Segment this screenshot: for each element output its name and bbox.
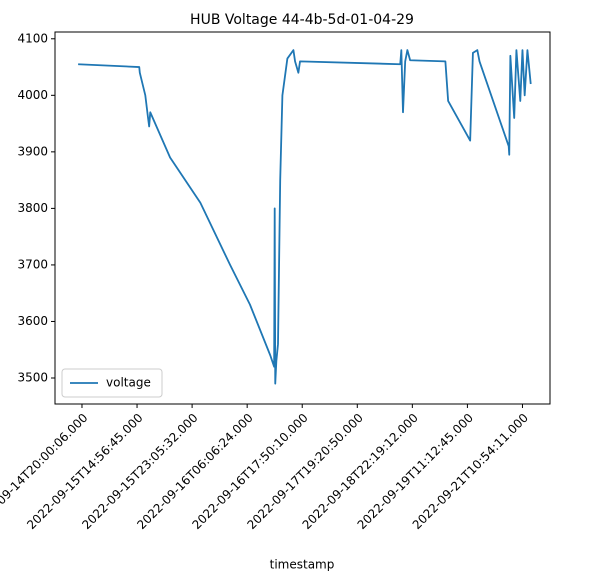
legend-label: voltage — [106, 376, 151, 390]
x-tick-label: 2022-09-15T14:56:45.000 — [24, 411, 145, 532]
x-tick-label: 2022-09-18T22:19:12.000 — [300, 411, 421, 532]
x-tick-label: 2022-09-19T11:12:45.000 — [355, 411, 476, 532]
y-tick-label: 3600 — [17, 314, 48, 328]
x-tick-label: 2022-09-16T17:50:10.000 — [189, 411, 310, 532]
y-tick-label: 4000 — [17, 88, 48, 102]
x-axis-label: timestamp — [270, 558, 335, 572]
x-tick-label: 2022-09-21T10:54:11.000 — [410, 411, 531, 532]
legend-box — [61, 368, 163, 398]
line-series — [78, 49, 532, 385]
y-tick-label: 3700 — [17, 257, 48, 271]
y-tick-label: 3900 — [17, 144, 48, 158]
chart-title: HUB Voltage 44-4b-5d-01-04-29 — [190, 12, 414, 28]
x-tick-label: 2022-09-16T06:06:24.000 — [134, 411, 255, 532]
y-tick-label: 3500 — [17, 370, 48, 384]
y-tick-label: 3800 — [17, 201, 48, 215]
plot-frame — [54, 31, 551, 405]
y-tick-label: 4100 — [17, 31, 48, 45]
x-tick-label: 2022-09-17T19:20:50.000 — [244, 411, 365, 532]
x-tick-label: 2022-09-15T23:05:32.000 — [79, 411, 200, 532]
